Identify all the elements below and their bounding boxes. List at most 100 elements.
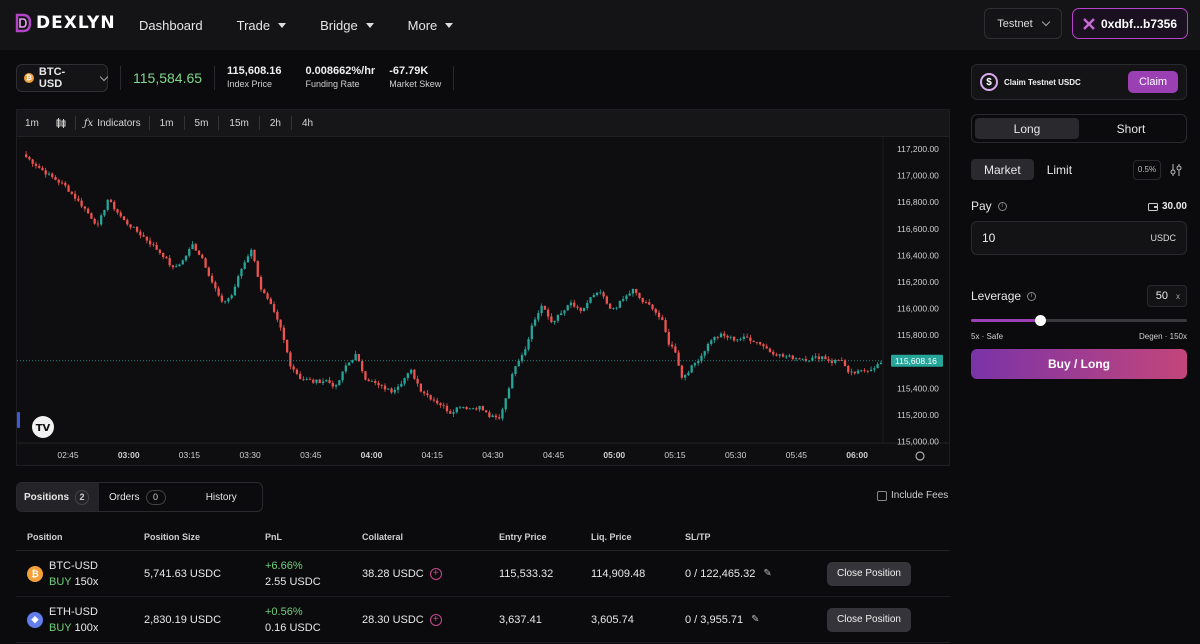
candle-body [103, 209, 106, 216]
candle-body [579, 307, 582, 312]
candle-body [142, 235, 145, 237]
interval-selector[interactable]: 1m [17, 110, 47, 137]
network-selector[interactable]: Testnet [984, 8, 1062, 39]
candle-body [520, 355, 524, 361]
timeframe-2h[interactable]: 2h [260, 110, 291, 137]
pair: ETH-USD [49, 605, 98, 618]
column-header: Position Size [144, 532, 201, 542]
candle-body [524, 349, 527, 356]
leverage-slider[interactable] [971, 315, 1187, 326]
candle-body [860, 370, 863, 372]
claim-button[interactable]: Claim [1128, 71, 1178, 93]
slider-handle[interactable] [1035, 315, 1047, 326]
candle-body [34, 163, 38, 166]
candle-body [739, 338, 742, 340]
candle-body [664, 319, 667, 332]
candle-body [615, 307, 618, 309]
tab-limit[interactable]: Limit [1046, 162, 1073, 177]
add-collateral-icon[interactable]: + [429, 613, 442, 626]
candle-body [403, 378, 406, 384]
leverage-unit: x [1176, 291, 1180, 301]
candle-body [680, 365, 684, 378]
timeframe-4h[interactable]: 4h [292, 110, 323, 137]
liq-price: 114,909.48 [591, 567, 646, 580]
timeframe-1m[interactable]: 1m [150, 110, 184, 137]
wallet-button[interactable]: 0xdbf...b7356 [1072, 8, 1188, 39]
market-skew-stat: -67.79K Market Skew [389, 65, 441, 91]
candle-body [713, 336, 716, 341]
tab-positions[interactable]: Positions 2 [17, 483, 99, 511]
candle-body [537, 313, 540, 320]
column-header: Position [27, 532, 63, 542]
sltp-cell: 0 / 122,465.32 ✎ [685, 568, 827, 580]
market-skew-label: Market Skew [389, 79, 442, 89]
candle-body [586, 302, 589, 309]
candle-body [573, 302, 576, 307]
include-fees-toggle[interactable]: Include Fees [877, 490, 948, 501]
info-icon[interactable]: i [1027, 291, 1037, 301]
candle-body [824, 356, 827, 360]
wallet-icon [1147, 202, 1158, 211]
edit-pencil-icon[interactable]: ✎ [751, 614, 760, 625]
candle-body [543, 305, 546, 310]
candle-body [641, 297, 644, 303]
candle-type-button[interactable] [47, 110, 75, 137]
candle-body [295, 369, 299, 374]
candle-body [612, 308, 615, 309]
candle-body [501, 409, 504, 419]
price-chart[interactable]: 1m ƒx Indicators 1m 5m 15m 2h 4h 117,200… [16, 109, 950, 466]
edit-pencil-icon[interactable]: ✎ [763, 568, 772, 579]
balance-value: 30.00 [1161, 200, 1187, 212]
candle-body [755, 341, 759, 343]
tab-short[interactable]: Short [1116, 121, 1146, 136]
timeframe-5m[interactable]: 5m [185, 110, 219, 137]
nav-more[interactable]: More [408, 18, 454, 33]
close-position-button[interactable]: Close Position [827, 561, 911, 586]
nav-trade[interactable]: Trade [237, 18, 287, 33]
close-position-button[interactable]: Close Position [827, 607, 911, 632]
tab-long[interactable]: Long [975, 118, 1079, 139]
tab-orders[interactable]: Orders 0 [99, 483, 181, 511]
x-tick-label: 04:45 [543, 450, 565, 460]
candle-body [162, 252, 165, 258]
candle-body [400, 383, 403, 387]
candle-body [788, 355, 791, 357]
x-tick-label: 02:45 [57, 450, 79, 460]
timeframe-15m[interactable]: 15m [219, 110, 258, 137]
candle-body [458, 407, 462, 409]
mark-price: 115,584.65 [133, 70, 203, 86]
tradingview-logo-icon [32, 416, 54, 438]
candle-body [772, 351, 775, 355]
pair-selector[interactable]: ₿ BTC-USD [16, 64, 109, 92]
buy-long-button[interactable]: Buy / Long [971, 349, 1187, 379]
slippage-button[interactable]: 0.5% [1133, 159, 1161, 180]
tab-history[interactable]: History [181, 483, 263, 511]
tab-market[interactable]: Market [971, 159, 1034, 180]
checkbox[interactable] [877, 490, 887, 501]
candle-body [533, 319, 537, 326]
add-collateral-icon[interactable]: + [429, 567, 442, 580]
candle-body [546, 309, 550, 317]
leverage-input[interactable]: 50 x [1147, 285, 1187, 307]
settings-sliders-icon[interactable] [1165, 160, 1187, 180]
candle-body [383, 385, 387, 390]
info-icon[interactable]: i [997, 201, 1007, 211]
funding-rate-value: 0.008662%/hr [305, 65, 376, 77]
pay-amount-input[interactable] [982, 231, 1102, 245]
candle-body [80, 200, 83, 207]
indicators-button[interactable]: ƒx Indicators [76, 110, 149, 137]
nav-dashboard[interactable]: Dashboard [139, 18, 203, 33]
candle-body [253, 249, 256, 262]
candle-body [38, 165, 41, 168]
nav-bridge[interactable]: Bridge [320, 18, 374, 33]
candle-body [100, 215, 103, 225]
candle-body [299, 373, 302, 379]
candle-body [706, 343, 710, 352]
y-tick-label: 115,000.00 [897, 437, 939, 447]
balance: 30.00 [1147, 200, 1187, 212]
candlestick-plot[interactable]: 117,200.00 117,000.00 116,800.00 116,600.00… [17, 137, 949, 465]
candle-body [54, 176, 57, 180]
divider [214, 66, 216, 90]
column-header: Entry Price [499, 532, 547, 542]
brand-logo[interactable]: DEXLYN [14, 12, 116, 34]
